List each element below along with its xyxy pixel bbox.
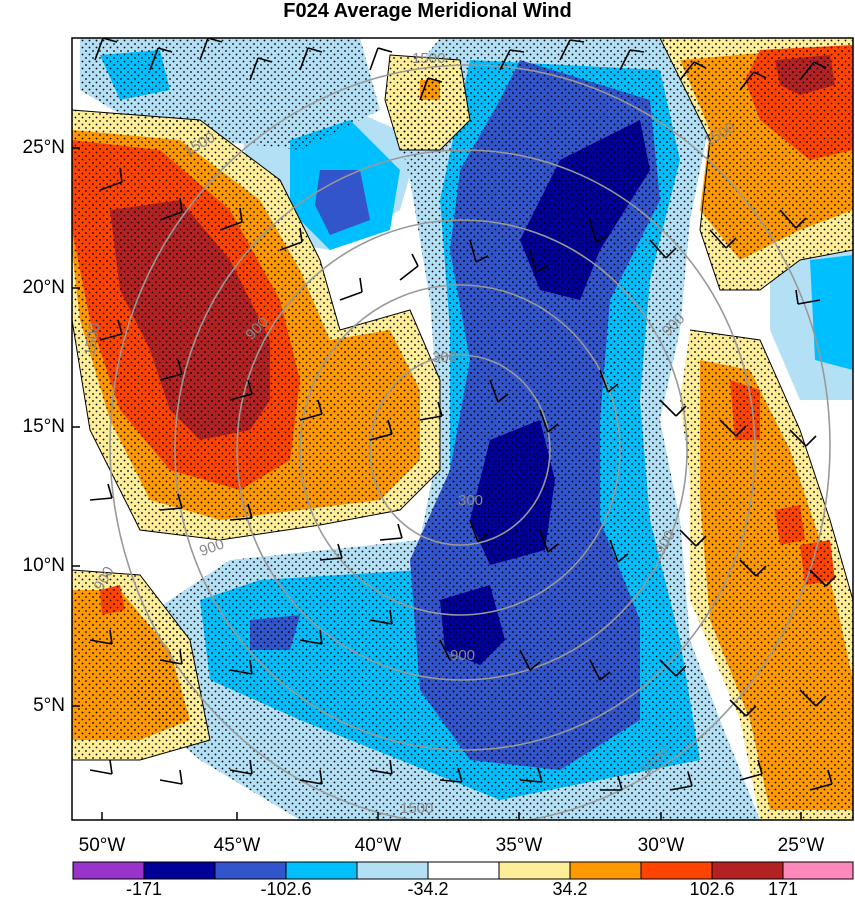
contour-label: 900 — [450, 647, 475, 664]
colorbar-box — [711, 861, 784, 880]
contour-label: 1500 — [81, 322, 104, 358]
map-frame — [71, 37, 854, 821]
colorbar-box — [214, 861, 287, 880]
latitude-label: 25°N — [22, 137, 65, 158]
longitude-label: 45°W — [213, 835, 261, 856]
colorbar-label: 34.2 — [552, 879, 588, 899]
wind-barbs — [89, 38, 837, 791]
colorbar-box — [356, 861, 429, 880]
contour-label: 1500 — [400, 800, 433, 817]
map-plot-area: 1500 1500 1500 1500 1500 1500 900 900 90… — [72, 38, 853, 820]
colorbar-label: -171 — [125, 879, 163, 899]
colorbar-box — [285, 861, 358, 880]
axis-ticks — [72, 147, 802, 820]
colorbar-label: 171 — [767, 879, 799, 899]
colorbar-label: -102.6 — [260, 879, 312, 899]
colorbar-label: 102.6 — [689, 879, 735, 899]
latitude-label: 15°N — [22, 416, 65, 437]
colorbar — [72, 861, 854, 880]
latitude-label: 10°N — [22, 555, 65, 576]
longitude-label: 50°W — [78, 835, 126, 856]
latitude-label: 20°N — [22, 277, 65, 298]
map-title: F024 Average Meridional Wind — [283, 0, 572, 22]
longitude-label: 40°W — [354, 835, 402, 856]
colorbar-label: -34.2 — [407, 879, 449, 899]
colorbar-box — [782, 861, 854, 880]
colorbar-box — [143, 861, 216, 880]
contour-label: 300 — [458, 492, 483, 509]
longitude-label: 35°W — [495, 835, 543, 856]
longitude-label: 30°W — [637, 835, 685, 856]
colorbar-box — [72, 861, 145, 880]
height-contours — [109, 64, 831, 820]
colorbar-box — [427, 861, 500, 880]
zero-contour-lines — [72, 38, 853, 761]
colorbar-box — [569, 861, 642, 880]
significance-stippling — [72, 38, 853, 820]
latitude-label: 5°N — [33, 695, 65, 716]
colorbar-box — [498, 861, 571, 880]
contour-label: 1500 — [412, 50, 445, 67]
colorbar-box — [640, 861, 713, 880]
contour-label: 300 — [432, 349, 457, 366]
longitude-label: 25°W — [777, 835, 825, 856]
